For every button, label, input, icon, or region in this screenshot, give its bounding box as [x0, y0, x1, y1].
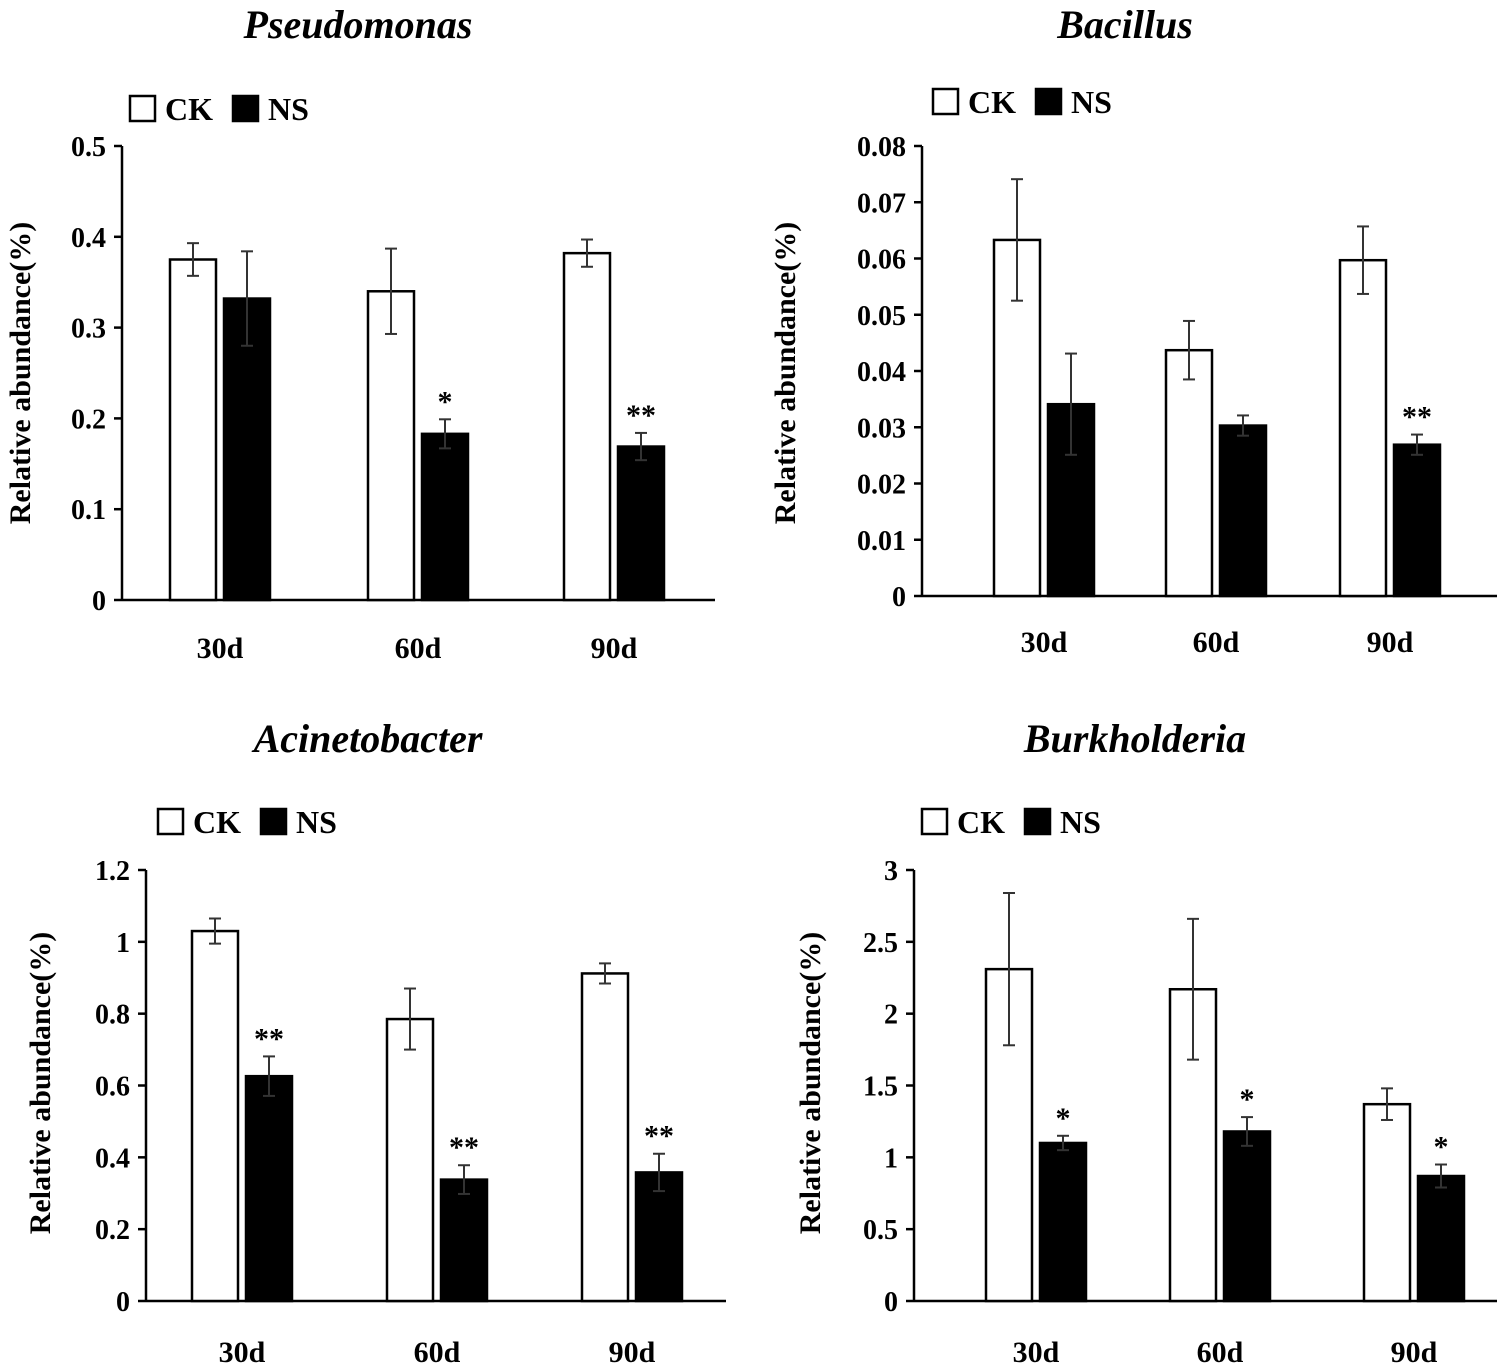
bar-ns-60d	[1222, 1130, 1272, 1303]
legend-swatch-ck	[128, 94, 157, 123]
x-tick-label: 30d	[1021, 626, 1068, 659]
panel-burkholderia: Burkholderia CK NS Relative abundance(%) 0 0.…	[794, 716, 1497, 1368]
y-tick-label: 0.5	[863, 1215, 898, 1246]
y-tick-label: 0.4	[95, 1143, 130, 1174]
legend-label-ck: CK	[968, 84, 1016, 120]
y-tick-label: 0.02	[857, 470, 906, 501]
legend-swatch-ns	[231, 94, 260, 123]
panel-pseudomonas: Pseudomonas CK NS Relative abundance(%) 0 0.1…	[4, 2, 715, 665]
legend-label-ck: CK	[165, 91, 213, 127]
y-tick-label: 0	[116, 1287, 130, 1318]
y-tick-label: 0.01	[857, 526, 906, 557]
legend-swatch-ns	[1034, 87, 1063, 116]
bar-ck-60d	[1164, 348, 1214, 598]
bar-ns-60d	[439, 1178, 489, 1303]
y-tick-label: 0.08	[857, 132, 906, 163]
y-tick-label: 0.3	[71, 314, 106, 345]
significance-marker: *	[438, 385, 453, 418]
legend-swatch-ck	[920, 807, 949, 836]
y-axis-label: Relative abundance(%)	[769, 222, 802, 525]
significance-marker: **	[644, 1120, 674, 1153]
y-tick-label: 0.4	[71, 223, 106, 254]
y-tick-label: 0.5	[71, 132, 106, 163]
bar-ck-60d	[366, 290, 416, 602]
bar-ns-90d	[616, 445, 666, 602]
chart-title: Burkholderia	[1023, 716, 1246, 761]
x-tick-label: 60d	[395, 632, 442, 665]
y-tick-label: 1	[884, 1143, 898, 1174]
legend-label-ns: NS	[1060, 804, 1101, 840]
bar-ck-90d	[1338, 258, 1388, 598]
significance-marker: **	[254, 1022, 284, 1055]
y-tick-label: 0.6	[95, 1072, 130, 1103]
x-tick-label: 60d	[414, 1336, 461, 1368]
significance-marker: **	[449, 1131, 479, 1164]
y-tick-label: 2.5	[863, 928, 898, 959]
y-tick-label: 0.05	[857, 301, 906, 332]
significance-marker: **	[626, 399, 656, 432]
y-axis-label: Relative abundance(%)	[4, 222, 37, 525]
y-tick-label: 2	[884, 1000, 898, 1031]
y-tick-label: 0.07	[857, 188, 906, 219]
x-tick-label: 30d	[197, 632, 244, 665]
significance-marker: *	[1434, 1131, 1449, 1164]
legend-swatch-ck	[931, 87, 960, 116]
significance-marker: *	[1056, 1102, 1071, 1135]
y-tick-label: 0.04	[857, 357, 906, 388]
bar-ck-90d	[562, 251, 612, 602]
x-tick-label: 90d	[591, 632, 638, 665]
y-tick-label: 0.2	[95, 1215, 130, 1246]
bar-ck-60d	[385, 1017, 435, 1303]
x-tick-label: 90d	[609, 1336, 656, 1368]
legend-swatch-ns	[1023, 807, 1052, 836]
legend-label-ck: CK	[957, 804, 1005, 840]
y-tick-label: 0	[92, 586, 106, 617]
bar-ns-90d	[634, 1171, 684, 1303]
panel-bacillus: Bacillus CK NS Relative abundance(%) 0 0.01 0.…	[769, 2, 1497, 659]
bar-ns-60d	[420, 432, 470, 602]
bar-ns-30d	[244, 1074, 294, 1303]
y-tick-label: 0.06	[857, 245, 906, 276]
bar-ck-30d	[190, 929, 240, 1303]
y-tick-label: 3	[884, 856, 898, 887]
legend-swatch-ns	[259, 807, 288, 836]
legend-swatch-ck	[156, 807, 185, 836]
x-tick-label: 30d	[1013, 1336, 1060, 1368]
bar-ns-90d	[1392, 443, 1442, 598]
chart-title: Acinetobacter	[251, 716, 483, 761]
bar-ns-30d	[222, 297, 272, 602]
y-tick-label: 0.8	[95, 1000, 130, 1031]
legend-label-ns: NS	[296, 804, 337, 840]
y-tick-label: 0	[892, 582, 906, 613]
x-tick-label: 30d	[219, 1336, 266, 1368]
x-tick-label: 90d	[1367, 626, 1414, 659]
y-tick-label: 1.5	[863, 1072, 898, 1103]
bar-ck-90d	[580, 972, 630, 1303]
y-tick-label: 0.03	[857, 413, 906, 444]
y-tick-label: 0.2	[71, 404, 106, 435]
bar-ns-90d	[1416, 1174, 1466, 1303]
bar-ns-30d	[1038, 1141, 1088, 1303]
chart-title: Pseudomonas	[243, 2, 473, 47]
chart-title: Bacillus	[1056, 2, 1193, 47]
y-tick-label: 1	[116, 928, 130, 959]
y-tick-label: 0.1	[71, 495, 106, 526]
legend-label-ns: NS	[268, 91, 309, 127]
y-tick-label: 0	[884, 1287, 898, 1318]
bar-ck-30d	[168, 258, 218, 602]
y-tick-label: 1.2	[95, 856, 130, 887]
x-tick-label: 60d	[1193, 626, 1240, 659]
significance-marker: **	[1402, 401, 1432, 434]
legend-label-ck: CK	[193, 804, 241, 840]
bar-ns-60d	[1218, 424, 1268, 598]
bar-ck-90d	[1362, 1102, 1412, 1303]
y-axis-label: Relative abundance(%)	[794, 932, 827, 1235]
panel-acinetobacter: Acinetobacter CK NS Relative abundance(%) 0 0…	[24, 716, 726, 1368]
y-axis-label: Relative abundance(%)	[24, 932, 57, 1235]
significance-marker: *	[1240, 1083, 1255, 1116]
x-tick-label: 60d	[1197, 1336, 1244, 1368]
legend-label-ns: NS	[1071, 84, 1112, 120]
x-tick-label: 90d	[1391, 1336, 1438, 1368]
